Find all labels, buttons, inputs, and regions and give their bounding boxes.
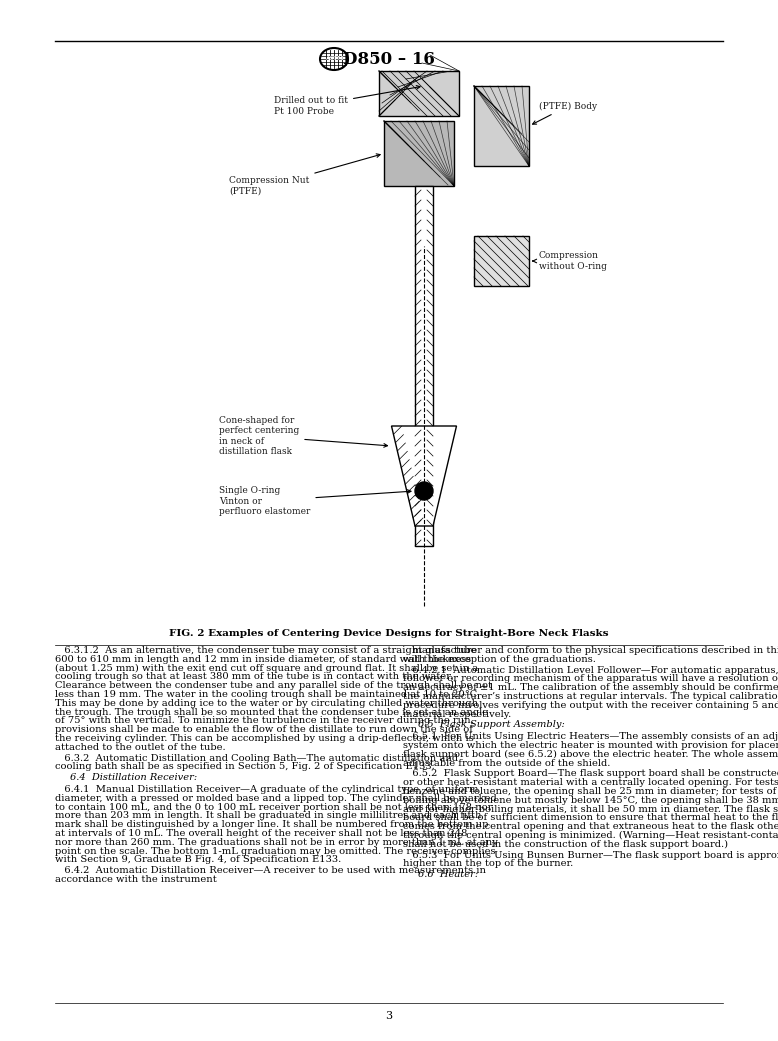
Text: board shall be of sufficient dimension to ensure that thermal heat to the flask : board shall be of sufficient dimension t… [403, 813, 778, 822]
Text: cooling trough so that at least 380 mm of the tube is in contact with the water.: cooling trough so that at least 380 mm o… [55, 672, 453, 682]
Text: less than 19 mm. The water in the cooling trough shall be maintained at 10 to 20: less than 19 mm. The water in the coolin… [55, 690, 480, 699]
Text: 6.5.3  For Units Using Bunsen Burner—The flask support board is approximately 50: 6.5.3 For Units Using Bunsen Burner—The … [403, 850, 778, 860]
Text: adjustable from the outside of the shield.: adjustable from the outside of the shiel… [403, 759, 611, 767]
Text: at intervals of 10 mL. The overall height of the receiver shall not be less than: at intervals of 10 mL. The overall heigh… [55, 829, 468, 838]
Bar [384, 121, 454, 186]
Text: 6.5  Flask Support Assembly:: 6.5 Flask Support Assembly: [418, 720, 565, 730]
Text: 6.3.2  Automatic Distillation and Cooling Bath—The automatic distillation and: 6.3.2 Automatic Distillation and Cooling… [55, 754, 458, 763]
Text: manufacturer and conform to the physical specifications described in this sectio: manufacturer and conform to the physical… [403, 646, 778, 655]
Text: mark shall be distinguished by a longer line. It shall be numbered from the bott: mark shall be distinguished by a longer … [55, 820, 489, 830]
Text: accordance with the instrument: accordance with the instrument [55, 875, 217, 884]
Bar [474, 86, 529, 166]
Text: system onto which the electric heater is mounted with provision for placement of: system onto which the electric heater is… [403, 741, 778, 750]
Text: cooling bath shall be as specified in Section 5, Fig. 2 of Specification E133.: cooling bath shall be as specified in Se… [55, 762, 435, 771]
Text: diameter, with a pressed or molded base and a lipped top. The cylinder shall be : diameter, with a pressed or molded base … [55, 794, 496, 803]
Text: through the central opening is minimized. (Warning—Heat resistant-containing mat: through the central opening is minimized… [403, 831, 778, 840]
Bar [379, 71, 459, 116]
Text: (about 1.25 mm) with the exit end cut off square and ground flat. It shall be se: (about 1.25 mm) with the exit end cut of… [55, 663, 478, 672]
Text: the receiving cylinder. This can be accomplished by using a drip-deflector, whic: the receiving cylinder. This can be acco… [55, 734, 474, 743]
Polygon shape [391, 426, 457, 526]
Text: an accuracy of ±1 mL. The calibration of the assembly should be confirmed accord: an accuracy of ±1 mL. The calibration of… [403, 683, 778, 692]
Text: attached to the outlet of the tube.: attached to the outlet of the tube. [55, 743, 226, 752]
Text: (PTFE) Body: (PTFE) Body [533, 101, 598, 124]
Text: 6.3.1.2  As an alternative, the condenser tube may consist of a straight glass t: 6.3.1.2 As an alternative, the condenser… [55, 646, 476, 655]
Text: procedure involves verifying the output with the receiver containing 5 and 100 m: procedure involves verifying the output … [403, 701, 778, 710]
Text: ASTM: ASTM [324, 56, 343, 61]
Bar [415, 186, 433, 545]
Text: boiling above toluene but mostly below 145°C, the opening shall be 38 mm in diam: boiling above toluene but mostly below 1… [403, 795, 778, 805]
Text: 6.4.2.1  Automatic Distillation Level Follower—For automatic apparatus, the leve: 6.4.2.1 Automatic Distillation Level Fol… [403, 665, 778, 675]
Text: benzene and toluene, the opening shall be 25 mm in diameter; for tests of materi: benzene and toluene, the opening shall b… [403, 787, 778, 796]
Text: follower or recording mechanism of the apparatus will have a resolution of 0.1 m: follower or recording mechanism of the a… [403, 675, 778, 683]
Text: Cone-shaped for
perfect centering
in neck of
distillation flask: Cone-shaped for perfect centering in nec… [219, 416, 387, 456]
Text: with the exception of the graduations.: with the exception of the graduations. [403, 655, 596, 664]
Text: Single O-ring
Vinton or
perfluoro elastomer: Single O-ring Vinton or perfluoro elasto… [219, 486, 411, 516]
Text: shall not be used in the construction of the flask support board.): shall not be used in the construction of… [403, 840, 728, 848]
Text: Drilled out to fit
Pt 100 Probe: Drilled out to fit Pt 100 Probe [274, 85, 420, 116]
Text: 3: 3 [385, 1011, 393, 1021]
Text: with Section 9, Graduate B Fig. 4, of Specification E133.: with Section 9, Graduate B Fig. 4, of Sp… [55, 856, 342, 864]
Text: Compression
without O-ring: Compression without O-ring [533, 251, 607, 271]
Text: point on the scale. The bottom 1-mL graduation may be omitted. The receiver comp: point on the scale. The bottom 1-mL grad… [55, 846, 496, 856]
Text: flask support board (see 6.5.2) above the electric heater. The whole assembly is: flask support board (see 6.5.2) above th… [403, 750, 778, 759]
Text: 6.5.1  For Units Using Electric Heaters—The assembly consists of an adjustable: 6.5.1 For Units Using Electric Heaters—T… [403, 732, 778, 741]
Text: comes from the central opening and that extraneous heat to the flask other than: comes from the central opening and that … [403, 822, 778, 831]
Text: 6.5.2  Flask Support Board—The flask support board shall be constructed of ceram: 6.5.2 Flask Support Board—The flask supp… [403, 769, 778, 779]
Text: This may be done by adding ice to the water or by circulating chilled water thro: This may be done by adding ice to the wa… [55, 699, 478, 708]
Text: the trough. The trough shall be so mounted that the condenser tube is set at an : the trough. The trough shall be so mount… [55, 708, 488, 716]
Text: Clearance between the condenser tube and any parallel side of the trough shall b: Clearance between the condenser tube and… [55, 681, 492, 690]
Text: of 75° with the vertical. To minimize the turbulence in the receiver during the : of 75° with the vertical. To minimize th… [55, 716, 474, 726]
Text: or other heat-resistant material with a centrally located opening. For tests of: or other heat-resistant material with a … [403, 779, 778, 787]
Text: higher than the top of the burner.: higher than the top of the burner. [403, 860, 573, 868]
Text: the manufacturer’s instructions at regular intervals. The typical calibration: the manufacturer’s instructions at regul… [403, 692, 778, 701]
Text: 6.6  Heater:: 6.6 Heater: [418, 870, 478, 880]
Text: D850 – 16: D850 – 16 [343, 51, 435, 68]
Text: 6.4.1  Manual Distillation Receiver—A graduate of the cylindrical type, of unifo: 6.4.1 Manual Distillation Receiver—A gra… [55, 785, 478, 794]
Bar [474, 236, 529, 286]
Text: FIG. 2 Examples of Centering Device Designs for Straight-Bore Neck Flasks: FIG. 2 Examples of Centering Device Desi… [170, 629, 608, 637]
Text: to contain 100 mL, and the 0 to 100 mL receiver portion shall be not less than 1: to contain 100 mL, and the 0 to 100 mL r… [55, 803, 492, 812]
Text: material respectively.: material respectively. [403, 710, 511, 718]
Text: provisions shall be made to enable the flow of the distillate to run down the si: provisions shall be made to enable the f… [55, 726, 473, 734]
Text: Compression Nut
(PTFE): Compression Nut (PTFE) [229, 154, 380, 196]
Circle shape [415, 482, 433, 500]
Text: more than 203 mm in length. It shall be graduated in single millilitres and each: more than 203 mm in length. It shall be … [55, 811, 482, 820]
Text: nor more than 260 mm. The graduations shall not be in error by more than 1 mL at: nor more than 260 mm. The graduations sh… [55, 838, 498, 846]
Text: 600 to 610 mm in length and 12 mm in inside diameter, of standard wall thickness: 600 to 610 mm in length and 12 mm in ins… [55, 655, 471, 664]
Text: 6.4  Distillation Receiver:: 6.4 Distillation Receiver: [70, 773, 198, 782]
Text: 6.4.2  Automatic Distillation Receiver—A receiver to be used with measurements i: 6.4.2 Automatic Distillation Receiver—A … [55, 866, 486, 875]
Text: and for higher boiling materials, it shall be 50 mm in diameter. The flask suppo: and for higher boiling materials, it sha… [403, 805, 778, 814]
